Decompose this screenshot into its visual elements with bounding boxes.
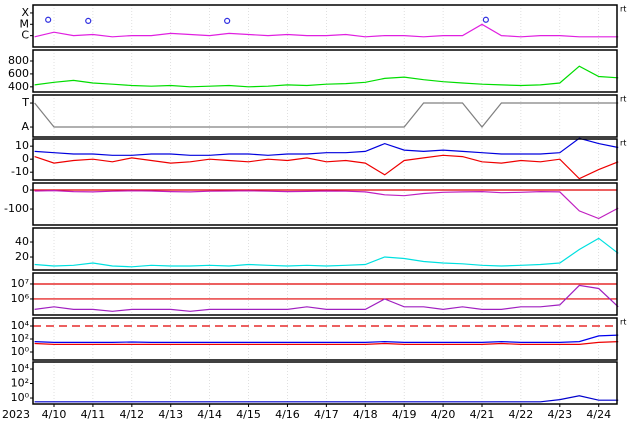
y-tick-label: 10⁴: [11, 319, 30, 332]
panel-frame: [32, 4, 618, 48]
y-tick-label: -10: [11, 165, 29, 178]
y-tick-label: 0: [22, 183, 29, 196]
x-tick-label: 4/14: [197, 408, 222, 421]
series-line: [34, 65, 619, 88]
flare-marker: [482, 16, 489, 23]
panel-frame: [32, 138, 618, 181]
y-tick-label: 400: [8, 80, 29, 93]
y-tick-label: 10⁶: [11, 292, 30, 305]
side-label: rt: [620, 318, 626, 327]
series-line: [34, 237, 619, 268]
y-tick-label: T: [21, 96, 29, 109]
y-tick-label: A: [21, 120, 29, 133]
series-line: [34, 23, 619, 38]
y-tick-label: 40: [15, 235, 29, 248]
panel-frame: [32, 94, 618, 138]
x-tick-label: 4/13: [158, 408, 183, 421]
y-tick-label: 10²: [11, 377, 29, 390]
x-tick-label: 4/20: [431, 408, 456, 421]
side-label: rt: [620, 95, 626, 104]
series-line: [34, 154, 619, 180]
y-tick-label: X: [21, 6, 29, 19]
y-tick-label: M: [20, 17, 30, 30]
y-tick-label: -100: [4, 202, 29, 215]
panel-frame: [32, 361, 618, 405]
x-tick-label: 4/11: [81, 408, 106, 421]
side-label: rt: [620, 5, 626, 14]
series-line: [34, 341, 619, 345]
series-line: [34, 395, 619, 403]
series-line: [34, 102, 619, 128]
x-tick-label: 4/12: [119, 408, 144, 421]
y-tick-label: 10⁷: [11, 277, 29, 290]
flare-marker: [224, 17, 231, 24]
x-tick-label: 4/22: [509, 408, 534, 421]
series-line: [34, 284, 619, 312]
y-tick-label: 800: [8, 54, 29, 67]
panel-frame: [32, 317, 618, 361]
x-tick-label: 4/16: [275, 408, 300, 421]
flare-marker: [45, 16, 52, 23]
x-tick-label: 4/23: [547, 408, 572, 421]
y-tick-label: 10⁰: [11, 345, 30, 358]
y-tick-label: 10⁰: [11, 391, 30, 404]
x-tick-label: 4/19: [392, 408, 417, 421]
y-tick-label: 10: [15, 139, 29, 152]
panel-frame: [32, 227, 618, 271]
side-label: rt: [620, 139, 626, 148]
x-tick-label: 4/17: [314, 408, 339, 421]
series-line: [34, 334, 619, 343]
series-line: [34, 137, 619, 156]
y-tick-label: 10⁴: [11, 362, 30, 375]
x-tick-label: 4/15: [236, 408, 261, 421]
y-tick-label: 10²: [11, 332, 29, 345]
series-line: [34, 189, 619, 220]
x-tick-label: 4/10: [42, 408, 67, 421]
x-tick-label: 4/24: [586, 408, 611, 421]
x-tick-label: 4/18: [353, 408, 378, 421]
y-tick-label: 600: [8, 67, 29, 80]
x-tick-label: 4/21: [470, 408, 495, 421]
panel-frame: [32, 49, 618, 93]
flare-marker: [85, 17, 92, 24]
panel-frame: [32, 182, 618, 226]
y-tick-label: 20: [15, 250, 29, 263]
y-tick-label: C: [21, 29, 29, 42]
year-label: 2023: [2, 408, 30, 421]
y-tick-label: 0: [22, 152, 29, 165]
panel-frame: [32, 272, 618, 316]
